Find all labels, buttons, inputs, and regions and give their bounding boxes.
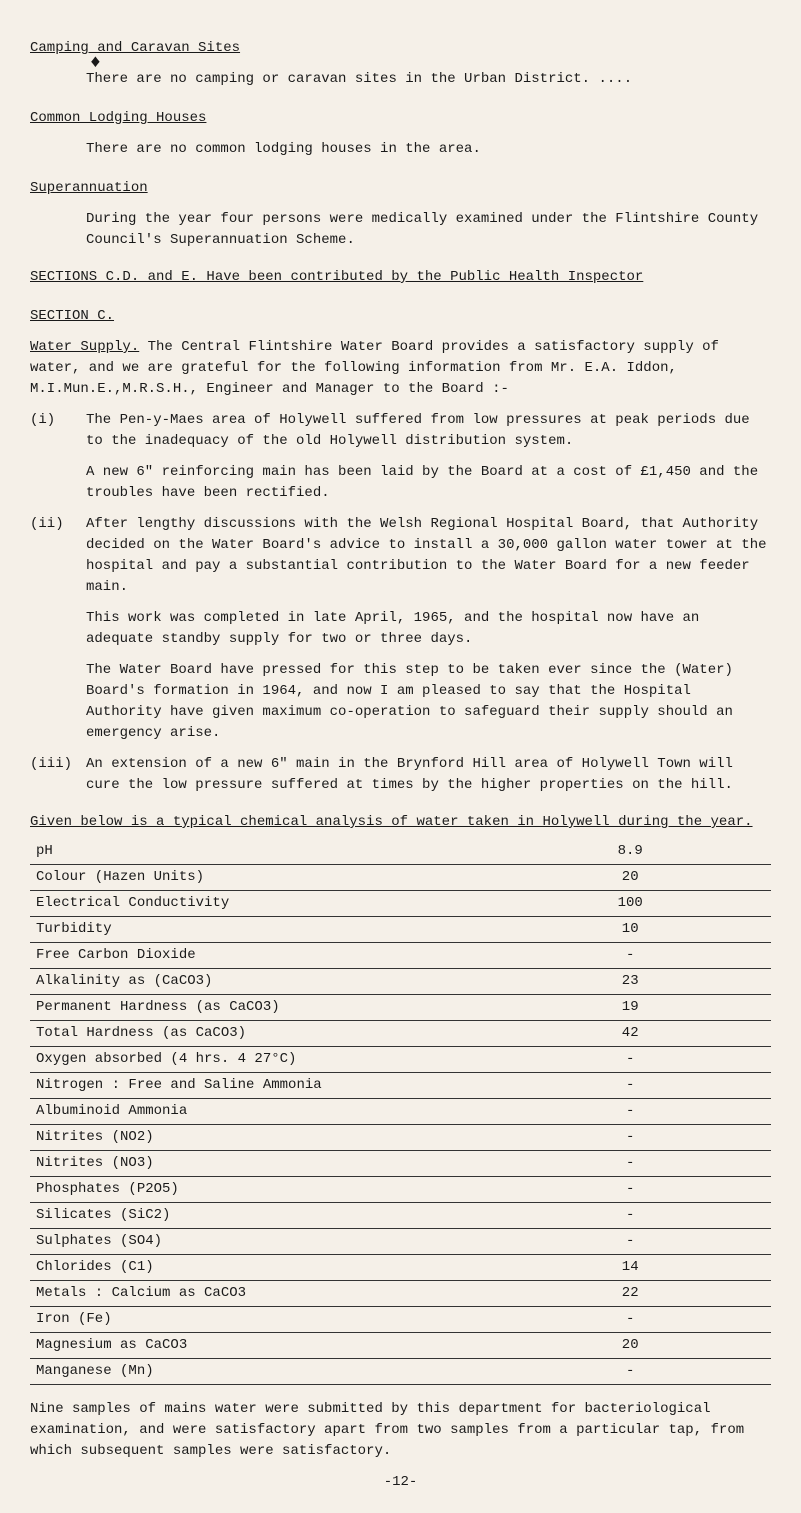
param-cell: Phosphates (P2O5): [30, 1177, 489, 1203]
param-cell: Albuminoid Ammonia: [30, 1099, 489, 1125]
value-cell: -: [489, 1073, 771, 1099]
param-cell: Iron (Fe): [30, 1307, 489, 1333]
param-cell: Nitrites (NO2): [30, 1125, 489, 1151]
value-cell: 20: [489, 1333, 771, 1359]
param-cell: Total Hardness (as CaCO3): [30, 1021, 489, 1047]
value-cell: -: [489, 1177, 771, 1203]
value-cell: 42: [489, 1021, 771, 1047]
analysis-table: pH8.9Colour (Hazen Units)20Electrical Co…: [30, 839, 771, 1385]
value-cell: 23: [489, 969, 771, 995]
table-row: Total Hardness (as CaCO3)42: [30, 1021, 771, 1047]
value-cell: 14: [489, 1255, 771, 1281]
param-cell: Alkalinity as (CaCO3): [30, 969, 489, 995]
table-row: Silicates (SiC2)-: [30, 1203, 771, 1229]
param-cell: Nitrogen : Free and Saline Ammonia: [30, 1073, 489, 1099]
item-ii-p2: This work was completed in late April, 1…: [86, 608, 771, 650]
param-cell: Turbidity: [30, 917, 489, 943]
value-cell: -: [489, 1203, 771, 1229]
param-cell: pH: [30, 839, 489, 865]
value-cell: -: [489, 1151, 771, 1177]
item-iii-p1: An extension of a new 6" main in the Bry…: [86, 754, 771, 796]
table-row: Electrical Conductivity100: [30, 891, 771, 917]
item-ii-p3: The Water Board have pressed for this st…: [86, 660, 771, 744]
superannuation-text: During the year four persons were medica…: [86, 209, 771, 251]
table-row: Nitrogen : Free and Saline Ammonia-: [30, 1073, 771, 1099]
param-cell: Permanent Hardness (as CaCO3): [30, 995, 489, 1021]
param-cell: Manganese (Mn): [30, 1359, 489, 1385]
table-row: Oxygen absorbed (4 hrs. 4 27°C)-: [30, 1047, 771, 1073]
value-cell: -: [489, 1099, 771, 1125]
value-cell: 19: [489, 995, 771, 1021]
param-cell: Magnesium as CaCO3: [30, 1333, 489, 1359]
value-cell: 10: [489, 917, 771, 943]
heading-section-c: SECTION C.: [30, 306, 771, 327]
table-row: Albuminoid Ammonia-: [30, 1099, 771, 1125]
item-ii-p1: After lengthy discussions with the Welsh…: [86, 514, 771, 598]
param-cell: Nitrites (NO3): [30, 1151, 489, 1177]
item-i-p1: The Pen-y-Maes area of Holywell suffered…: [86, 410, 771, 452]
table-row: Iron (Fe)-: [30, 1307, 771, 1333]
table-row: pH8.9: [30, 839, 771, 865]
table-row: Turbidity10: [30, 917, 771, 943]
value-cell: 100: [489, 891, 771, 917]
lodging-text: There are no common lodging houses in th…: [86, 139, 771, 160]
list-item-i: (i) The Pen-y-Maes area of Holywell suff…: [30, 410, 771, 504]
list-marker-iii: (iii): [30, 754, 86, 796]
value-cell: -: [489, 943, 771, 969]
value-cell: -: [489, 1047, 771, 1073]
param-cell: Electrical Conductivity: [30, 891, 489, 917]
list-marker-i: (i): [30, 410, 86, 504]
water-supply-label: Water Supply.: [30, 339, 139, 355]
table-row: Metals : Calcium as CaCO322: [30, 1281, 771, 1307]
item-i-p2: A new 6" reinforcing main has been laid …: [86, 462, 771, 504]
heading-superannuation: Superannuation: [30, 178, 771, 199]
heading-sections-cde: SECTIONS C.D. and E. Have been contribut…: [30, 267, 771, 288]
param-cell: Chlorides (C1): [30, 1255, 489, 1281]
param-cell: Oxygen absorbed (4 hrs. 4 27°C): [30, 1047, 489, 1073]
table-row: Colour (Hazen Units)20: [30, 865, 771, 891]
list-marker-ii: (ii): [30, 514, 86, 744]
value-cell: -: [489, 1307, 771, 1333]
table-row: Phosphates (P2O5)-: [30, 1177, 771, 1203]
table-row: Permanent Hardness (as CaCO3)19: [30, 995, 771, 1021]
table-row: Nitrites (NO2)-: [30, 1125, 771, 1151]
param-cell: Sulphates (SO4): [30, 1229, 489, 1255]
heading-given-below: Given below is a typical chemical analys…: [30, 812, 771, 833]
param-cell: Free Carbon Dioxide: [30, 943, 489, 969]
param-cell: Silicates (SiC2): [30, 1203, 489, 1229]
value-cell: 22: [489, 1281, 771, 1307]
table-row: Manganese (Mn)-: [30, 1359, 771, 1385]
heading-camping: Camping and Caravan Sites: [30, 38, 771, 59]
param-cell: Metals : Calcium as CaCO3: [30, 1281, 489, 1307]
value-cell: -: [489, 1125, 771, 1151]
table-row: Nitrites (NO3)-: [30, 1151, 771, 1177]
value-cell: -: [489, 1229, 771, 1255]
table-row: Sulphates (SO4)-: [30, 1229, 771, 1255]
closing-para: Nine samples of mains water were submitt…: [30, 1399, 771, 1462]
table-row: Chlorides (C1)14: [30, 1255, 771, 1281]
camping-text: There are no camping or caravan sites in…: [86, 69, 771, 90]
value-cell: -: [489, 1359, 771, 1385]
table-row: Magnesium as CaCO320: [30, 1333, 771, 1359]
table-row: Alkalinity as (CaCO3)23: [30, 969, 771, 995]
heading-lodging: Common Lodging Houses: [30, 108, 771, 129]
water-supply-para: Water Supply. The Central Flintshire Wat…: [30, 337, 771, 400]
page-number: -12-: [30, 1472, 771, 1493]
list-item-iii: (iii) An extension of a new 6" main in t…: [30, 754, 771, 796]
list-item-ii: (ii) After lengthy discussions with the …: [30, 514, 771, 744]
table-row: Free Carbon Dioxide-: [30, 943, 771, 969]
param-cell: Colour (Hazen Units): [30, 865, 489, 891]
value-cell: 20: [489, 865, 771, 891]
value-cell: 8.9: [489, 839, 771, 865]
